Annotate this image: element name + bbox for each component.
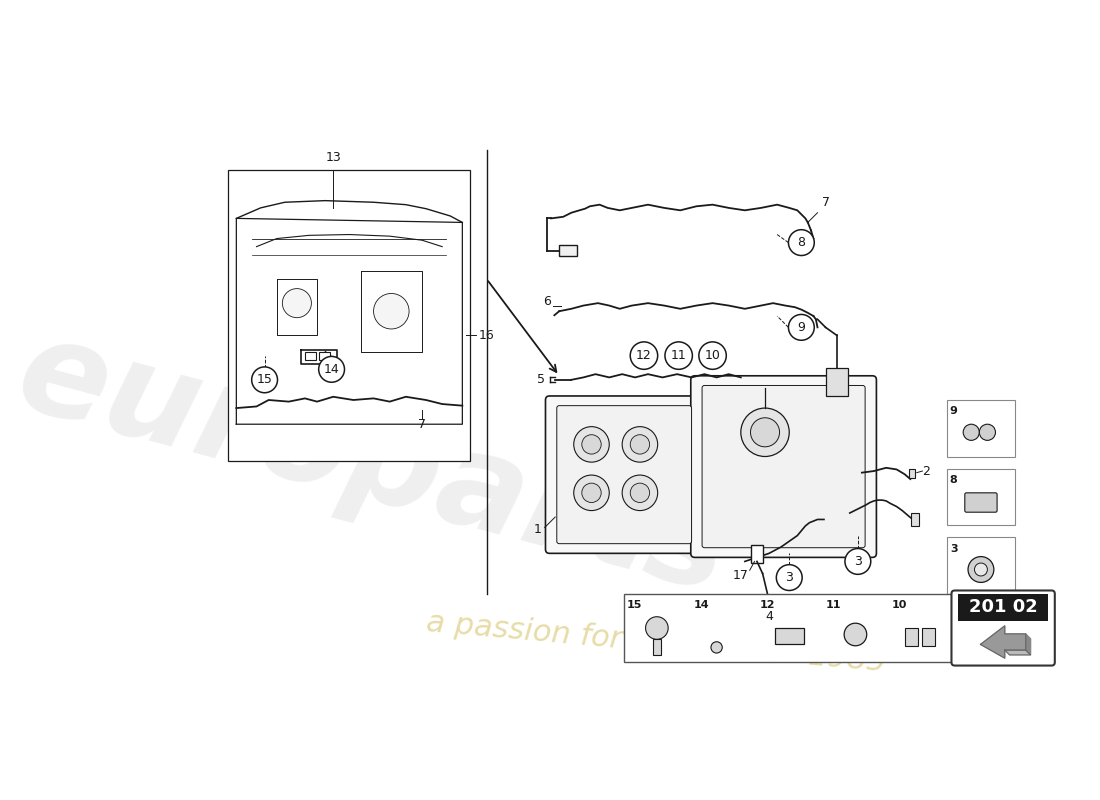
Circle shape (630, 483, 650, 502)
Text: 3: 3 (785, 571, 793, 584)
Circle shape (975, 563, 988, 576)
Bar (922, 628, 935, 646)
Circle shape (968, 557, 994, 582)
Text: 2: 2 (923, 465, 931, 478)
FancyBboxPatch shape (965, 493, 997, 512)
Text: 8: 8 (798, 236, 805, 249)
Circle shape (711, 642, 723, 653)
Text: 14: 14 (323, 363, 340, 376)
Circle shape (252, 367, 277, 393)
Text: 3: 3 (950, 544, 957, 554)
Bar (947, 469, 1015, 525)
Polygon shape (980, 626, 1025, 658)
Text: europarts: europarts (4, 309, 742, 620)
FancyBboxPatch shape (702, 386, 865, 548)
Circle shape (574, 475, 609, 510)
Text: 8: 8 (950, 475, 958, 485)
Text: 4: 4 (766, 610, 773, 623)
Circle shape (283, 289, 311, 318)
Bar (905, 628, 918, 646)
Bar (229, 170, 471, 461)
Text: 7: 7 (822, 196, 829, 209)
FancyBboxPatch shape (691, 376, 877, 558)
Circle shape (979, 424, 996, 440)
Circle shape (574, 426, 609, 462)
Bar (305, 351, 317, 360)
Text: 11: 11 (826, 600, 842, 610)
Bar (751, 546, 762, 563)
Bar (958, 594, 1048, 621)
Polygon shape (1025, 634, 1031, 655)
Text: 7: 7 (418, 418, 426, 430)
Circle shape (964, 424, 979, 440)
Circle shape (789, 314, 814, 340)
Circle shape (844, 623, 867, 646)
Bar (652, 639, 661, 655)
Text: 15: 15 (627, 600, 642, 610)
Circle shape (319, 357, 344, 382)
Text: 10: 10 (892, 600, 907, 610)
Circle shape (698, 342, 726, 370)
Circle shape (623, 475, 658, 510)
Polygon shape (1004, 650, 1031, 655)
Text: 15: 15 (256, 374, 273, 386)
Bar (947, 538, 1015, 594)
Circle shape (750, 418, 780, 447)
Circle shape (646, 617, 668, 639)
Circle shape (777, 565, 802, 590)
Bar (947, 400, 1015, 457)
Text: 9: 9 (950, 406, 958, 417)
Bar (909, 469, 915, 478)
Text: a passion for parts since 1985: a passion for parts since 1985 (426, 608, 887, 677)
FancyBboxPatch shape (546, 396, 703, 554)
Circle shape (789, 230, 814, 255)
Text: 201 02: 201 02 (969, 598, 1037, 617)
Bar (319, 351, 330, 360)
FancyBboxPatch shape (952, 590, 1055, 666)
Text: 16: 16 (478, 329, 494, 342)
Circle shape (582, 434, 602, 454)
Bar (559, 245, 578, 256)
Text: 12: 12 (759, 600, 774, 610)
Circle shape (374, 294, 409, 329)
Circle shape (664, 342, 692, 370)
Text: 10: 10 (705, 349, 720, 362)
Text: 13: 13 (326, 151, 341, 164)
Circle shape (630, 342, 658, 370)
Bar (624, 594, 955, 662)
Circle shape (845, 549, 871, 574)
Text: 1: 1 (534, 522, 541, 536)
Text: 3: 3 (854, 555, 861, 568)
Text: 11: 11 (671, 349, 686, 362)
Bar (826, 368, 848, 396)
Bar (911, 513, 920, 526)
Text: 5: 5 (538, 374, 546, 386)
Circle shape (623, 426, 658, 462)
Text: 14: 14 (693, 600, 708, 610)
Text: 6: 6 (543, 295, 551, 308)
Circle shape (582, 483, 602, 502)
FancyBboxPatch shape (557, 406, 692, 544)
Circle shape (740, 408, 789, 457)
Text: 9: 9 (798, 321, 805, 334)
Bar (774, 628, 804, 644)
Text: 17: 17 (733, 570, 749, 582)
Circle shape (630, 434, 650, 454)
Text: 12: 12 (636, 349, 652, 362)
